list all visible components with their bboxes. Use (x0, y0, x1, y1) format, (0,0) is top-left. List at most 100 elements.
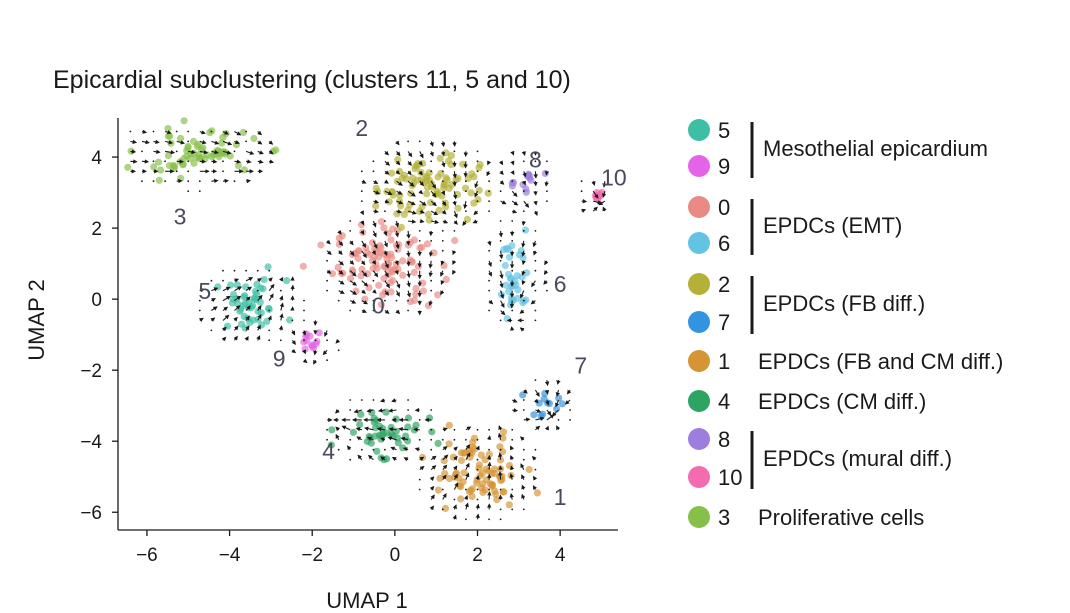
velocity-dot (187, 140, 190, 143)
cluster-1-point (481, 456, 489, 464)
legend-id: 8 (718, 427, 730, 452)
legend-swatch (688, 273, 710, 295)
legend-id: 5 (718, 118, 730, 143)
legend-id: 6 (718, 231, 730, 256)
velocity-dot (372, 160, 375, 163)
velocity-dot (488, 180, 490, 183)
velocity-arrow (400, 436, 409, 442)
velocity-arrow (465, 472, 470, 480)
velocity-arrow (497, 432, 503, 440)
velocity-arrow (498, 471, 503, 480)
velocity-arrow (414, 447, 420, 452)
cluster-8-point (525, 172, 533, 180)
velocity-arrow (245, 277, 254, 282)
velocity-arrow (523, 417, 531, 422)
velocity-arrow (384, 179, 389, 184)
legend-group-label: EPDCs (CM diff.) (758, 389, 926, 414)
velocity-arrow (441, 161, 446, 168)
velocity-arrow (407, 190, 416, 197)
velocity-dot (152, 180, 155, 183)
velocity-dot (522, 458, 525, 461)
velocity-arrow (592, 190, 599, 199)
velocity-dot (303, 299, 305, 302)
velocity-dot (245, 269, 248, 272)
cluster-5-point (265, 305, 273, 313)
velocity-arrow (222, 314, 230, 321)
legend-entry-7: 7 (688, 310, 730, 335)
x-axis-title: UMAP 1 (326, 588, 408, 613)
velocity-dot (453, 230, 456, 232)
velocity-dot (476, 200, 479, 203)
cluster-label-9: 9 (273, 346, 286, 372)
cluster-1-point (436, 474, 444, 482)
cluster-3-points (124, 117, 280, 184)
legend-swatch (688, 466, 710, 488)
cluster-1-point (491, 469, 499, 478)
velocity-arrow (498, 160, 504, 166)
velocity-arrows (129, 129, 607, 521)
cluster-0-point (399, 257, 407, 265)
cluster-0-point (375, 281, 383, 289)
cluster-1-point (457, 495, 465, 503)
y-tick-label: 2 (91, 219, 102, 240)
velocity-dot (441, 180, 444, 183)
cluster-1-point (492, 490, 500, 498)
velocity-arrow (338, 250, 343, 256)
velocity-dot (453, 428, 456, 431)
velocity-arrow (367, 454, 374, 461)
velocity-arrow (521, 220, 526, 226)
cluster-2-point (454, 204, 462, 212)
y-tick-label: −6 (80, 503, 102, 524)
velocity-arrow (442, 427, 448, 432)
velocity-dot (175, 150, 178, 153)
velocity-arrow (141, 129, 148, 134)
velocity-arrow (349, 260, 355, 265)
velocity-dot (476, 170, 479, 173)
velocity-arrow (337, 229, 342, 235)
velocity-arrow (234, 286, 243, 292)
velocity-dot (522, 409, 525, 411)
velocity-arrow (221, 336, 227, 342)
cluster-7-point (558, 400, 566, 408)
cluster-1-point (469, 438, 477, 446)
cluster-1-point (457, 449, 465, 457)
velocity-arrow (429, 485, 435, 491)
velocity-dot (488, 488, 490, 491)
velocity-arrow (234, 278, 240, 283)
velocity-dot (152, 130, 155, 133)
velocity-arrow (440, 141, 446, 148)
velocity-arrow (361, 289, 367, 294)
velocity-arrow (349, 240, 354, 246)
velocity-dot (534, 230, 537, 232)
cluster-0-point (440, 262, 448, 270)
velocity-arrow (419, 209, 425, 214)
legend-entry-5: 5 (688, 118, 730, 143)
velocity-arrow (211, 159, 218, 164)
cluster-0-point (346, 274, 355, 282)
cluster-3-point (250, 134, 258, 143)
velocity-dot (395, 249, 398, 252)
velocity-arrow (245, 296, 251, 302)
velocity-dot (326, 428, 328, 431)
cluster-3-point (157, 166, 165, 174)
legend-entry-3: 3 (688, 505, 730, 530)
velocity-arrow (267, 315, 272, 321)
velocity-arrow (499, 290, 505, 299)
velocity-dot (441, 488, 444, 491)
cluster-7-points (519, 389, 566, 420)
velocity-dot (522, 399, 525, 401)
velocity-dot (326, 289, 328, 292)
velocity-arrow (373, 199, 380, 204)
velocity-arrow (384, 290, 390, 296)
velocity-dot (314, 339, 317, 342)
legend-group-label: Mesothelial epicardium (763, 136, 988, 161)
velocity-arrow (349, 270, 357, 277)
velocity-dot (141, 180, 143, 183)
velocity-arrow (390, 446, 397, 451)
velocity-arrow (556, 425, 561, 431)
cluster-8-points (508, 169, 549, 196)
x-tick-label: −4 (219, 545, 241, 566)
velocity-arrow (338, 280, 345, 285)
velocity-arrow (377, 408, 385, 413)
velocity-arrow (544, 181, 549, 187)
